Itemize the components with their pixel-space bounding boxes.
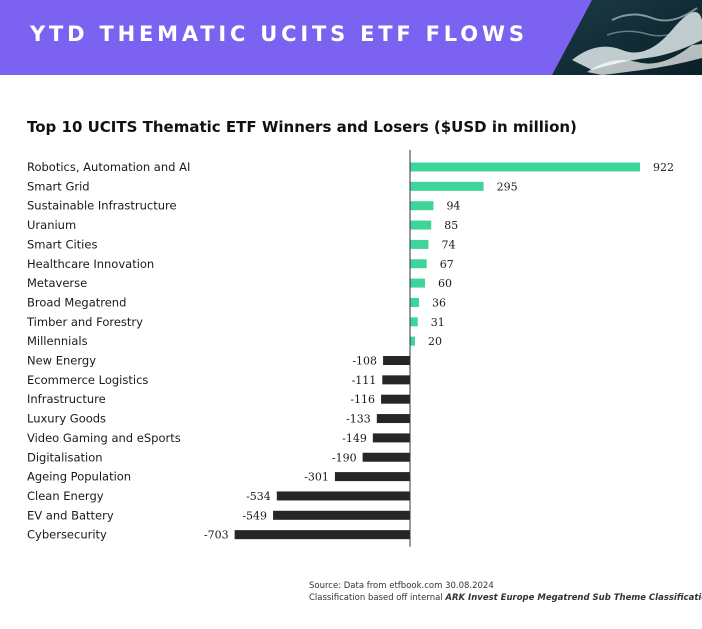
category-label: Smart Grid [27, 179, 90, 193]
category-label: Timber and Forestry [26, 315, 143, 329]
data-label: -108 [352, 355, 377, 368]
banner-title: YTD THEMATIC UCITS ETF FLOWS [30, 22, 528, 46]
category-label: EV and Battery [27, 508, 114, 522]
classification-prefix: Classification based off internal [309, 593, 446, 603]
category-label: Sustainable Infrastructure [27, 199, 177, 213]
data-label: -549 [242, 509, 267, 522]
category-label: Broad Megatrend [27, 295, 126, 309]
category-label: Cybersecurity [27, 528, 107, 542]
data-label: -301 [304, 471, 329, 484]
bar [234, 530, 410, 540]
bar [410, 278, 425, 288]
data-label: 295 [497, 180, 518, 193]
bar [410, 259, 427, 269]
category-label: Ageing Population [27, 470, 131, 484]
bar [410, 220, 432, 230]
data-label: 36 [432, 296, 446, 309]
header-banner: YTD THEMATIC UCITS ETF FLOWS [0, 0, 702, 75]
data-label: 67 [440, 258, 454, 271]
category-label: Digitalisation [27, 450, 103, 464]
category-label: Smart Cities [27, 237, 97, 251]
bar [410, 181, 484, 191]
data-label: 20 [428, 335, 442, 348]
bar [410, 336, 415, 346]
category-label: Metaverse [27, 276, 87, 290]
source-note: Source: Data from etfbook.com 30.08.2024… [309, 580, 702, 604]
category-label: Infrastructure [27, 392, 106, 406]
ocean-wave-image [552, 0, 702, 75]
data-label: -111 [352, 374, 377, 387]
category-label: Healthcare Innovation [27, 257, 154, 271]
bar [376, 414, 410, 424]
category-label: Ecommerce Logistics [27, 373, 148, 387]
data-label: 922 [653, 161, 674, 174]
chart-title: Top 10 UCITS Thematic ETF Winners and Lo… [27, 118, 577, 136]
data-label: -149 [342, 432, 367, 445]
category-label: Luxury Goods [27, 412, 106, 426]
bar [372, 433, 410, 443]
category-label: Millennials [27, 334, 88, 348]
bar [410, 201, 434, 211]
bar [334, 472, 410, 482]
bar-chart: Robotics, Automation and AI 922 Smart Grid… [26, 150, 674, 547]
bar [381, 394, 410, 404]
bar [383, 356, 410, 365]
bar [410, 297, 419, 307]
data-label: 60 [438, 277, 452, 290]
category-label: Robotics, Automation and AI [27, 160, 190, 174]
bar [382, 375, 410, 385]
bar [273, 510, 410, 520]
source-line: Source: Data from etfbook.com 30.08.2024 [309, 581, 494, 591]
data-label: -133 [346, 413, 371, 426]
data-label: -703 [204, 529, 229, 542]
classification-emphasis: ARK Invest Europe Megatrend Sub Theme Cl… [445, 593, 702, 603]
bar [362, 452, 410, 462]
data-label: 74 [441, 238, 455, 251]
data-label: 85 [444, 219, 458, 232]
data-label: -190 [332, 451, 357, 464]
bar [410, 239, 429, 249]
bar [410, 317, 418, 327]
data-label: 94 [446, 200, 460, 213]
category-label: Uranium [27, 218, 76, 232]
data-label: -534 [246, 490, 271, 503]
category-label: New Energy [27, 354, 96, 368]
category-label: Clean Energy [27, 489, 104, 503]
data-label: -116 [350, 393, 375, 406]
classification-line: Classification based off internal ARK In… [309, 592, 702, 604]
bar [410, 162, 640, 172]
category-label: Video Gaming and eSports [27, 431, 181, 445]
bar [276, 491, 410, 501]
data-label: 31 [431, 316, 445, 329]
